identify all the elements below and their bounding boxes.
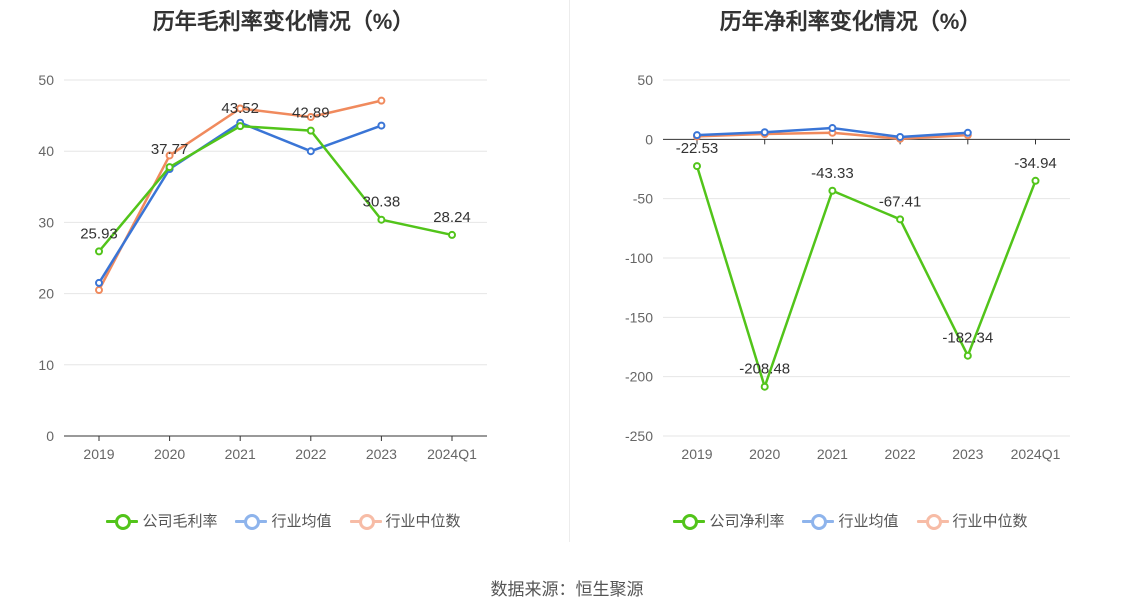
data-label: -67.41: [879, 193, 922, 210]
data-point-industry_avg: [828, 124, 837, 133]
y-tick-label: 30: [38, 214, 54, 230]
legend-item-industry-median[interactable]: 行业中位数: [349, 510, 461, 531]
series-line-company: [98, 124, 453, 253]
net-margin-plot: 50 0 -50 -100 -150 -200 -250 2019 2020 2021 2022 20…: [625, 72, 1070, 462]
data-label: -208.48: [739, 361, 790, 378]
data-source: 数据来源：恒生聚源: [490, 580, 644, 599]
gross-margin-plot: 0 10 20 30 40 50 2019 2020 2021 2022 2023 2024Q1 25.…: [38, 72, 487, 462]
data-point-industry_avg: [896, 132, 905, 141]
chart-title: 历年净利率变化情况（%）: [719, 9, 982, 34]
data-point-industry_avg: [306, 147, 315, 156]
legend: 公司净利率 行业均值 行业中位数: [567, 510, 1134, 531]
y-tick-label: 40: [38, 143, 54, 159]
data-point-company: [760, 382, 769, 391]
panel-divider: [569, 0, 570, 542]
x-tick-label: 2024Q1: [1011, 446, 1061, 462]
data-point-company: [963, 351, 972, 360]
data-point-industry_median: [306, 113, 315, 122]
legend-line-marker-icon: [673, 513, 706, 530]
legend-label: 行业均值: [271, 513, 332, 530]
legend-item-company[interactable]: 公司净利率: [673, 510, 784, 531]
net-margin-chart: 历年净利率变化情况（%） 50 0 -50 -100 -150 -200 -250 2019 2…: [567, 0, 1134, 545]
x-tick-label: 2020: [154, 446, 185, 462]
data-point-company: [896, 215, 905, 224]
data-point-company: [165, 163, 174, 172]
data-point-company: [95, 247, 103, 256]
y-tick-label: -150: [625, 309, 653, 325]
data-label: 25.93: [80, 225, 118, 242]
data-label: 28.24: [433, 209, 471, 226]
data-point-industry_avg: [693, 131, 701, 140]
data-label: -182.34: [942, 330, 993, 347]
x-tick-label: 2022: [295, 446, 326, 462]
data-point-company: [693, 162, 701, 171]
legend-item-industry-median[interactable]: 行业中位数: [916, 510, 1028, 531]
x-tick-label: 2019: [681, 446, 712, 462]
chart-title: 历年毛利率变化情况（%）: [152, 9, 415, 34]
x-tick-label: 2021: [817, 446, 848, 462]
data-point-industry_avg: [95, 278, 103, 287]
data-label: 42.89: [292, 105, 330, 122]
y-tick-label: 0: [46, 428, 54, 444]
data-point-company: [236, 122, 245, 131]
legend-line-marker-icon: [106, 513, 139, 530]
x-tick-label: 2020: [749, 446, 780, 462]
data-label: -43.33: [811, 165, 854, 182]
x-tick-label: 2024Q1: [427, 446, 477, 462]
data-point-company: [306, 126, 315, 135]
y-tick-label: 50: [637, 72, 653, 88]
y-tick-label: -250: [625, 428, 653, 444]
data-point-industry_median: [95, 286, 103, 295]
y-tick-label: -100: [625, 250, 653, 266]
gross-margin-chart: 历年毛利率变化情况（%） 0 10 20 30 40 50 2019 2020 2021 2022…: [0, 0, 567, 545]
x-tick-label: 2021: [225, 446, 256, 462]
legend-item-company[interactable]: 公司毛利率: [106, 510, 217, 531]
x-tick-label: 2023: [952, 446, 983, 462]
data-point-industry_median: [236, 104, 245, 113]
y-tick-label: 20: [38, 286, 54, 302]
y-tick-label: 10: [38, 357, 54, 373]
data-point-industry_avg: [760, 128, 769, 137]
data-label: -34.94: [1014, 155, 1057, 172]
data-label: 30.38: [363, 194, 401, 211]
legend-label: 行业中位数: [385, 513, 461, 530]
x-tick-label: 2023: [366, 446, 397, 462]
legend-line-marker-icon: [349, 513, 382, 530]
data-point-industry_avg: [963, 128, 972, 137]
legend-item-industry-avg[interactable]: 行业均值: [235, 510, 332, 531]
data-point-company: [377, 215, 386, 224]
y-tick-label: -50: [633, 191, 653, 207]
data-label: 43.52: [221, 100, 259, 117]
data-label: 37.77: [151, 141, 189, 158]
legend-label: 行业均值: [838, 513, 899, 530]
x-tick-label: 2022: [885, 446, 916, 462]
legend: 公司毛利率 行业均值 行业中位数: [0, 510, 567, 531]
y-tick-label: 0: [645, 131, 653, 147]
data-point-industry_avg: [377, 121, 386, 130]
legend-item-industry-avg[interactable]: 行业均值: [802, 510, 899, 531]
data-point-company: [448, 230, 456, 239]
series-line-company: [695, 165, 1037, 388]
y-tick-label: -200: [625, 369, 653, 385]
legend-label: 行业中位数: [952, 513, 1028, 530]
legend-line-marker-icon: [235, 513, 268, 530]
data-point-company: [1031, 176, 1040, 185]
legend-line-marker-icon: [802, 513, 835, 530]
y-tick-label: 50: [38, 72, 54, 88]
data-point-industry_median: [377, 96, 386, 105]
legend-label: 公司净利率: [709, 513, 785, 530]
data-point-industry_median: [165, 151, 174, 160]
legend-label: 公司毛利率: [142, 513, 218, 530]
x-tick-label: 2019: [83, 446, 114, 462]
data-point-company: [828, 186, 837, 195]
legend-line-marker-icon: [916, 513, 949, 530]
series-line-industry_avg: [97, 121, 382, 284]
data-label: -22.53: [676, 140, 719, 157]
